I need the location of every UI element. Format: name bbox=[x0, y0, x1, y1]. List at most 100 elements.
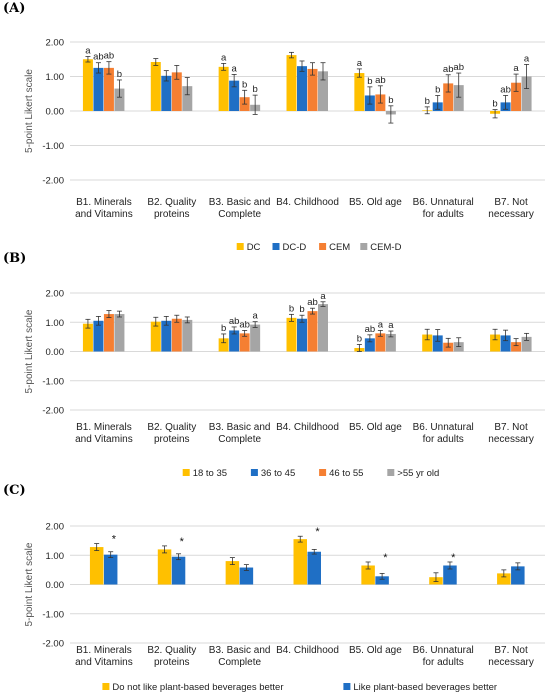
y-tick-label: -2.00 bbox=[42, 406, 64, 417]
category-label: B5. Old age bbox=[349, 422, 402, 433]
significance-letter: b bbox=[367, 76, 372, 87]
legend-label: 46 to 55 bbox=[329, 468, 363, 479]
bar-dc-3 bbox=[218, 66, 229, 111]
significance-letter: b bbox=[252, 84, 257, 95]
bar-do-not-like-plant-based-beverages-better-7 bbox=[497, 573, 511, 585]
significance-letter: ab bbox=[365, 324, 376, 335]
legend-label: CEM bbox=[329, 242, 350, 253]
category-label: proteins bbox=[154, 209, 190, 220]
significance-asterisk: * bbox=[383, 552, 388, 564]
legend-swatch bbox=[236, 243, 244, 250]
y-tick-label: 2.00 bbox=[46, 522, 65, 533]
chart-panel-2: (B) 5-point Likert scale 2.00 1.00 0.00 -1.00… bbox=[3, 251, 545, 479]
panel-label: (C) bbox=[3, 483, 26, 498]
y-axis-label: 5-point Likert scale bbox=[24, 309, 35, 393]
bar-36-to-45-6 bbox=[432, 335, 443, 352]
bar-cem-d-6 bbox=[453, 85, 464, 112]
bar-36-to-45-4 bbox=[297, 318, 307, 352]
category-label: Complete bbox=[218, 209, 261, 220]
bar-do-not-like-plant-based-beverages-better-1 bbox=[89, 547, 104, 585]
bar--55-yr-old-7 bbox=[521, 336, 532, 352]
significance-letter: b bbox=[492, 99, 497, 110]
y-tick-label: 1.00 bbox=[46, 318, 65, 329]
significance-letter: a bbox=[252, 311, 258, 322]
y-axis-label: 5-point Likert scale bbox=[24, 542, 35, 626]
bar-cem-4 bbox=[307, 68, 318, 111]
legend-label: Like plant-based beverages better bbox=[353, 682, 497, 693]
bar-18-to-35-2 bbox=[150, 321, 161, 352]
bar-cem-d-7 bbox=[521, 76, 532, 111]
category-label: B2. Quality bbox=[147, 422, 196, 433]
bar--55-yr-old-1 bbox=[114, 314, 125, 352]
bar-dc-d-1 bbox=[93, 67, 104, 112]
legend-label: DC bbox=[247, 242, 261, 253]
significance-letter: b bbox=[242, 79, 247, 90]
category-label: B4. Childhood bbox=[276, 645, 339, 656]
y-tick-label: 0.00 bbox=[46, 580, 65, 591]
bar-dc-2 bbox=[150, 62, 161, 111]
bar--55-yr-old-3 bbox=[250, 324, 261, 352]
category-label: B6. Unnatural bbox=[413, 197, 474, 208]
chart-panel-3: (C) 5-point Likert scale 2.00 1.00 0.00 -1.00… bbox=[3, 483, 545, 693]
bar-46-to-55-7 bbox=[511, 342, 522, 352]
category-label: B3. Basic and bbox=[209, 422, 271, 433]
category-label: B7. Not bbox=[494, 197, 528, 208]
category-label: B7. Not bbox=[494, 645, 528, 656]
category-label: B7. Not bbox=[494, 422, 528, 433]
y-tick-label: -1.00 bbox=[42, 141, 64, 152]
category-label: necessary bbox=[488, 434, 534, 445]
legend-swatch bbox=[360, 243, 368, 250]
legend-swatch bbox=[387, 469, 395, 476]
significance-letter: ab bbox=[307, 297, 318, 308]
category-label: B6. Unnatural bbox=[413, 422, 474, 433]
bar-cem-d-2 bbox=[182, 86, 193, 111]
category-label: B2. Quality bbox=[147, 645, 196, 656]
significance-letter: a bbox=[378, 319, 384, 330]
category-label: B2. Quality bbox=[147, 197, 196, 208]
bar-18-to-35-4 bbox=[286, 317, 297, 352]
category-label: Complete bbox=[218, 434, 261, 445]
bar-cem-1 bbox=[103, 67, 114, 112]
chart-panel-1: (A) 5-point Likert scale 2.00 1.00 0.00 -1.00… bbox=[3, 1, 545, 253]
panel-label: (B) bbox=[3, 251, 26, 266]
bar-do-not-like-plant-based-beverages-better-4 bbox=[293, 539, 307, 585]
bar-dc-d-4 bbox=[297, 66, 307, 111]
bar-cem-6 bbox=[443, 83, 454, 111]
bar-like-plant-based-beverages-better-7 bbox=[511, 566, 525, 585]
significance-letter: ab bbox=[229, 316, 240, 327]
legend-swatch bbox=[319, 243, 327, 250]
y-tick-label: -2.00 bbox=[42, 176, 64, 187]
bar-36-to-45-1 bbox=[93, 320, 104, 352]
significance-letter: b bbox=[435, 84, 440, 95]
y-tick-label: 0.00 bbox=[46, 347, 65, 358]
category-label: B1. Minerals bbox=[76, 422, 132, 433]
category-label: Complete bbox=[218, 657, 261, 668]
category-label: necessary bbox=[488, 209, 534, 220]
bar--55-yr-old-2 bbox=[182, 319, 193, 352]
bar-36-to-45-5 bbox=[364, 338, 375, 352]
legend-swatch bbox=[250, 469, 258, 476]
legend: DC DC-D CEM CEM-D bbox=[236, 242, 402, 253]
y-tick-label: -2.00 bbox=[42, 639, 64, 650]
significance-letter: a bbox=[320, 291, 326, 302]
y-tick-label: 2.00 bbox=[46, 289, 65, 300]
category-label: B3. Basic and bbox=[209, 197, 271, 208]
bar--55-yr-old-4 bbox=[318, 304, 328, 352]
significance-letter: a bbox=[231, 63, 237, 74]
bar--55-yr-old-5 bbox=[385, 333, 396, 352]
bar-36-to-45-3 bbox=[229, 330, 240, 352]
bar-46-to-55-1 bbox=[103, 314, 114, 352]
bar-46-to-55-5 bbox=[375, 333, 386, 352]
bar-cem-d-4 bbox=[318, 71, 328, 111]
legend-label: Do not like plant-based beverages better bbox=[112, 682, 283, 693]
bar-like-plant-based-beverages-better-5 bbox=[375, 576, 389, 585]
category-label: B1. Minerals bbox=[76, 197, 132, 208]
category-label: B5. Old age bbox=[349, 645, 402, 656]
significance-letter: ab bbox=[93, 52, 104, 63]
bar-cem-2 bbox=[171, 72, 182, 111]
legend-label: >55 yr old bbox=[397, 468, 439, 479]
bar-46-to-55-4 bbox=[307, 311, 318, 352]
significance-letter: b bbox=[117, 69, 122, 80]
significance-letter: b bbox=[299, 304, 304, 315]
